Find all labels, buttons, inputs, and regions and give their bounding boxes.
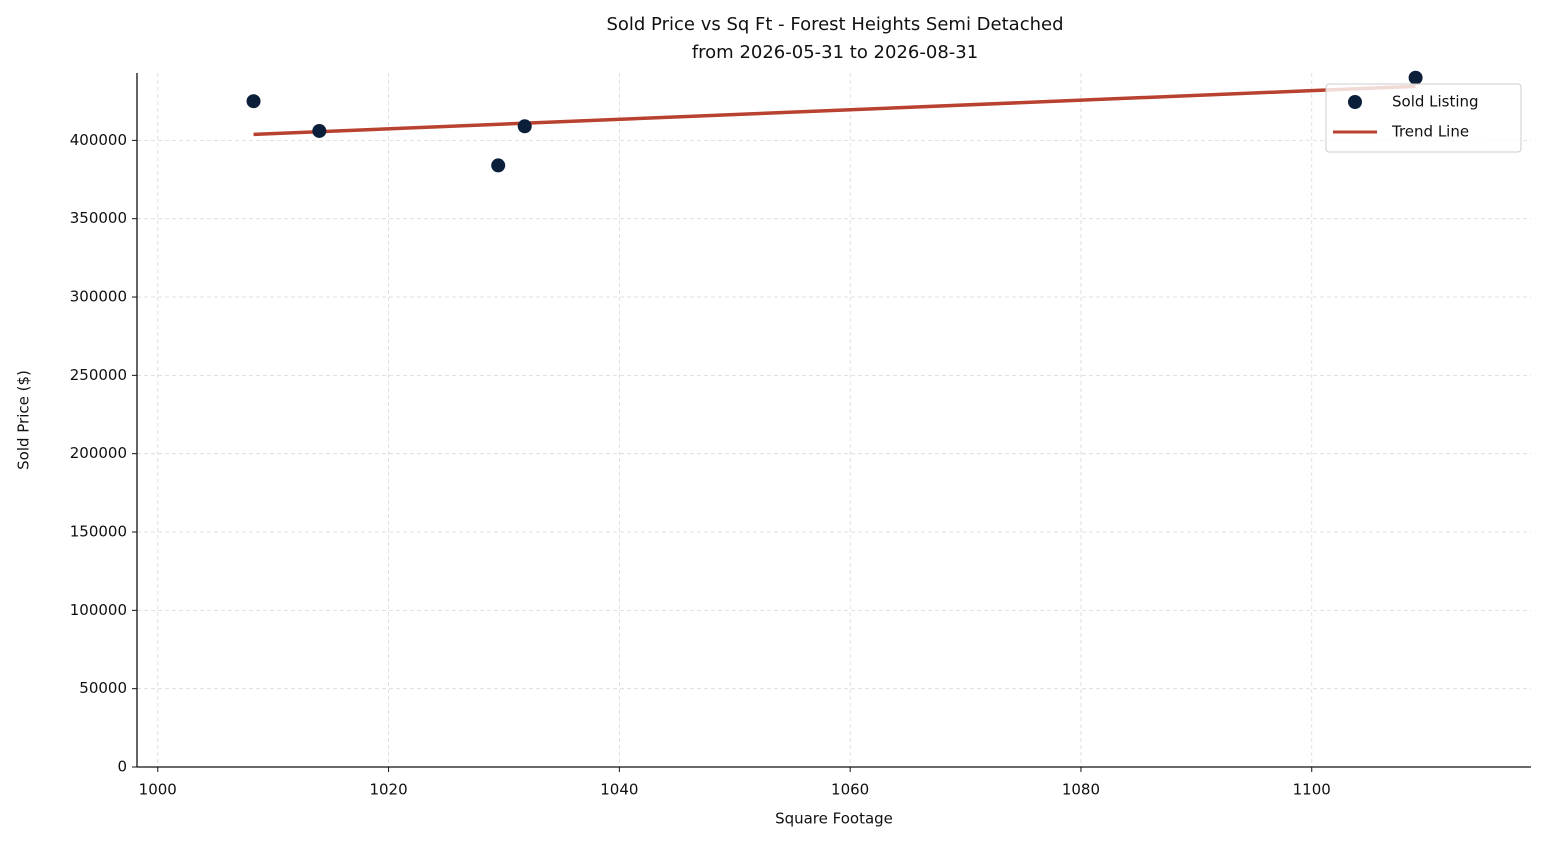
x-tick-label: 1040 <box>600 781 638 799</box>
chart-title: Sold Price vs Sq Ft - Forest Heights Sem… <box>606 14 1063 35</box>
x-tick-label: 1020 <box>369 781 407 799</box>
y-tick-label: 300000 <box>70 288 127 306</box>
trend-line <box>253 84 1416 137</box>
x-axis-label: Square Footage <box>775 810 893 828</box>
point <box>491 158 506 173</box>
point <box>246 94 261 109</box>
point <box>1408 70 1423 85</box>
x-tick-label: 1000 <box>139 781 177 799</box>
point <box>517 119 532 134</box>
y-tick-label: 250000 <box>70 366 127 384</box>
y-tick-label: 50000 <box>79 679 127 697</box>
x-tick-label: 1080 <box>1062 781 1100 799</box>
point <box>312 123 327 138</box>
chart-subtitle: from 2026-05-31 to 2026-08-31 <box>692 42 978 63</box>
y-tick-label: 100000 <box>70 601 127 619</box>
y-tick-label: 200000 <box>70 444 127 462</box>
y-tick-label: 400000 <box>70 131 127 149</box>
legend-label: Sold Listing <box>1392 93 1479 111</box>
y-tick-label: 0 <box>117 758 127 776</box>
x-tick-label: 1100 <box>1293 781 1331 799</box>
legend-label: Trend Line <box>1391 123 1469 141</box>
y-tick-label: 350000 <box>70 209 127 227</box>
legend-box <box>1325 83 1522 153</box>
legend-swatch <box>1348 95 1362 109</box>
x-tick-label: 1060 <box>831 781 869 799</box>
y-tick-label: 150000 <box>70 523 127 541</box>
y-axis-label: Sold Price ($) <box>15 370 33 470</box>
